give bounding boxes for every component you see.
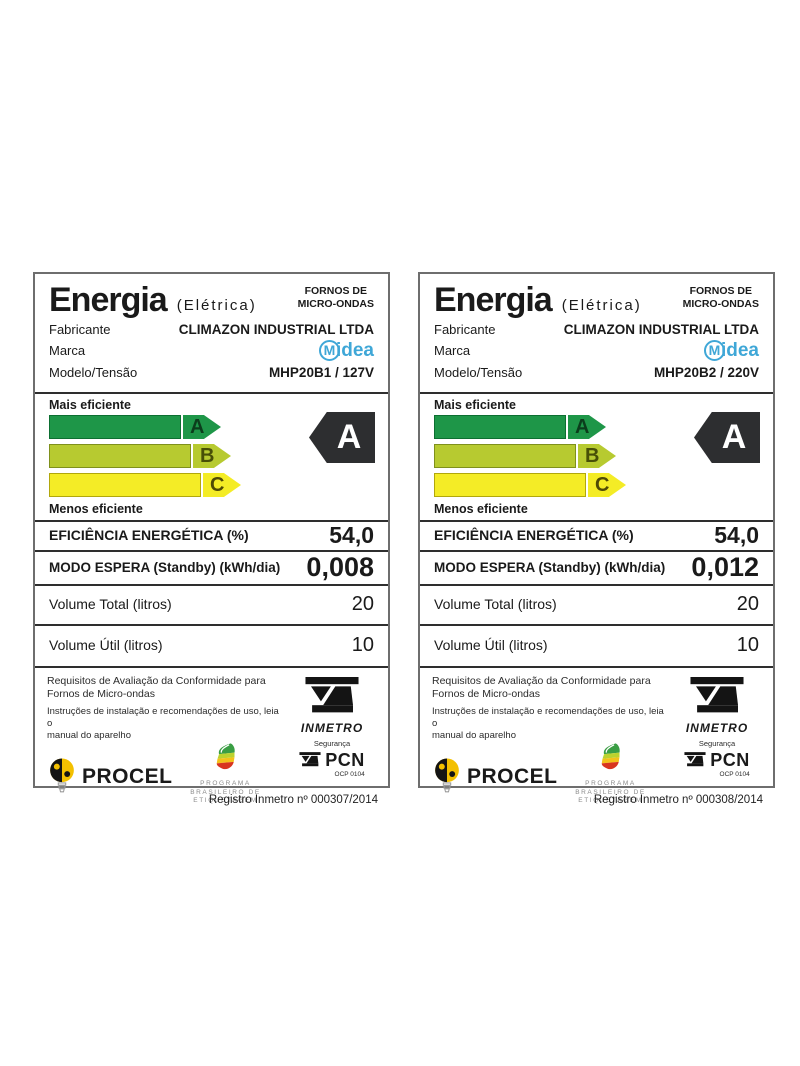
seguranca-text: Segurança — [313, 739, 351, 748]
volume-total-value: 20 — [351, 593, 374, 615]
efficiency-arrow-a: A — [49, 415, 374, 439]
arrow-b-letter: B — [193, 444, 231, 468]
pcn-n-icon — [684, 752, 706, 767]
inmetro-wordmark: INMETRO — [685, 721, 749, 735]
volume-util-value: 10 — [736, 634, 759, 656]
efficiency-arrow-b: B — [434, 444, 759, 468]
requisitos-text: Requisitos de Avaliação da Conformidade … — [432, 675, 651, 701]
pcn-mark: PCN OCP 0104 — [299, 750, 365, 778]
marca-label: Marca — [434, 342, 471, 358]
pbe-logo: PROGRAMA BRASILEIRO DE ETIQUETAGEM — [187, 742, 265, 806]
pcn-n-icon — [299, 752, 321, 767]
efficiency-scale: Mais eficiente A B C Menos eficiente A — [420, 392, 773, 518]
modelo-label: Modelo/Tensão — [49, 365, 138, 380]
modelo-value: MHP20B1 / 127V — [268, 365, 374, 380]
product-category: FORNOS DE MICRO-ONDAS — [682, 285, 759, 310]
energia-title: Energia — [49, 281, 168, 319]
eficiencia-row: EFICIÊNCIA ENERGÉTICA (%) 54,0 — [35, 520, 388, 548]
efficiency-arrow-c: C — [434, 473, 759, 497]
volume-util-row: Volume Útil (litros) 10 — [35, 624, 388, 664]
mais-eficiente-text: Mais eficiente — [49, 398, 131, 412]
arrow-a-letter: A — [183, 415, 221, 439]
registro-inmetro: Registro Inmetro nº 000307/2014 — [208, 794, 378, 807]
volume-util-value: 10 — [351, 634, 374, 656]
registro-inmetro: Registro Inmetro nº 000308/2014 — [593, 794, 763, 807]
menos-eficiente-text: Menos eficiente — [434, 502, 528, 516]
efficiency-scale: Mais eficiente A B C Menos eficiente A — [35, 392, 388, 518]
product-category: FORNOS DE MICRO-ONDAS — [297, 285, 374, 310]
ocp-number: OCP 0104 — [719, 771, 750, 778]
fabricante-label: Fabricante — [49, 322, 111, 337]
fabricante-value: CLIMAZON INDUSTRIAL LTDA — [178, 322, 374, 337]
modo-espera-value: 0,008 — [306, 551, 374, 582]
energy-label-220v: Energia (Elétrica) FORNOS DE MICRO-ONDAS… — [418, 272, 775, 806]
procel-wordmark: PROCEL — [82, 765, 173, 789]
energy-label-127v: Energia (Elétrica) FORNOS DE MICRO-ONDAS… — [33, 272, 390, 806]
arrow-c-letter: C — [588, 473, 626, 497]
modo-espera-value: 0,012 — [691, 551, 759, 582]
mais-eficiente-text: Mais eficiente — [434, 398, 516, 412]
fabricante-label: Fabricante — [434, 322, 496, 337]
instrucoes-text: Instruções de instalação e recomendações… — [432, 706, 664, 741]
modelo-value: MHP20B2 / 220V — [653, 365, 759, 380]
modo-espera-row: MODO ESPERA (Standby) (kWh/dia) 0,012 — [420, 550, 773, 582]
arrow-c-letter: C — [203, 473, 241, 497]
pbe-map-icon — [216, 743, 235, 770]
efficiency-arrow-b: B — [49, 444, 374, 468]
pbe-caption: PROGRAMA BRASILEIRO DE ETIQUETAGEM — [190, 779, 261, 805]
procel-bulb-icon — [50, 758, 74, 793]
requisitos-text: Requisitos de Avaliação da Conformidade … — [47, 675, 266, 701]
pbe-map-icon — [601, 743, 620, 770]
arrow-a-letter: A — [568, 415, 606, 439]
inmetro-n-icon — [690, 677, 744, 713]
marca-label: Marca — [49, 342, 86, 358]
instrucoes-text: Instruções de instalação e recomendações… — [47, 706, 279, 741]
efficiency-arrow-c: C — [49, 473, 374, 497]
energia-title: Energia — [434, 281, 553, 319]
procel-wordmark: PROCEL — [467, 765, 558, 789]
procel-bulb-icon — [435, 758, 459, 793]
inmetro-wordmark: INMETRO — [300, 721, 364, 735]
eletrica-subtitle: (Elétrica) — [176, 297, 257, 314]
eletrica-subtitle: (Elétrica) — [561, 297, 642, 314]
volume-util-row: Volume Útil (litros) 10 — [420, 624, 773, 664]
modelo-label: Modelo/Tensão — [434, 365, 523, 380]
pbe-logo: PROGRAMA BRASILEIRO DE ETIQUETAGEM — [572, 742, 650, 806]
label-header: Energia (Elétrica) FORNOS DE MICRO-ONDAS… — [35, 274, 388, 390]
seguranca-text: Segurança — [698, 739, 736, 748]
eficiencia-row: EFICIÊNCIA ENERGÉTICA (%) 54,0 — [420, 520, 773, 548]
label-footer: Requisitos de Avaliação da Conformidade … — [420, 666, 773, 810]
procel-logo: PROCEL — [47, 757, 173, 797]
efficiency-arrow-a: A — [434, 415, 759, 439]
volume-total-row: Volume Total (litros) 20 — [35, 584, 388, 622]
volume-total-row: Volume Total (litros) 20 — [420, 584, 773, 622]
arrow-b-letter: B — [578, 444, 616, 468]
ocp-number: OCP 0104 — [334, 771, 365, 778]
modo-espera-row: MODO ESPERA (Standby) (kWh/dia) 0,008 — [35, 550, 388, 582]
pbe-caption: PROGRAMA BRASILEIRO DE ETIQUETAGEM — [575, 779, 646, 805]
pcn-mark: PCN OCP 0104 — [684, 750, 750, 778]
label-footer: Requisitos de Avaliação da Conformidade … — [35, 666, 388, 810]
inmetro-n-icon — [305, 677, 359, 713]
eficiencia-value: 54,0 — [329, 521, 374, 548]
fabricante-value: CLIMAZON INDUSTRIAL LTDA — [563, 322, 759, 337]
menos-eficiente-text: Menos eficiente — [49, 502, 143, 516]
label-header: Energia (Elétrica) FORNOS DE MICRO-ONDAS… — [420, 274, 773, 390]
pcn-wordmark: PCN — [325, 750, 365, 770]
procel-logo: PROCEL — [432, 757, 558, 797]
eficiencia-value: 54,0 — [714, 521, 759, 548]
pcn-wordmark: PCN — [710, 750, 750, 770]
volume-total-value: 20 — [736, 593, 759, 615]
